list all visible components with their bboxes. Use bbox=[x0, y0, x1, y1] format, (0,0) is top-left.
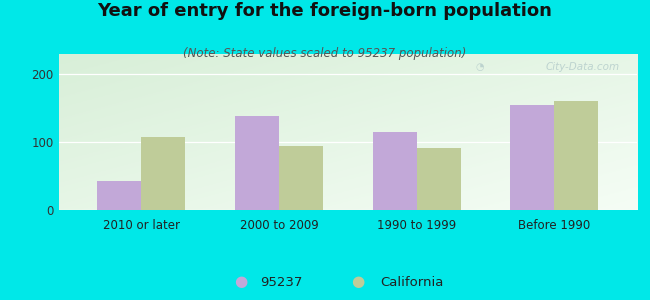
Text: (Note: State values scaled to 95237 population): (Note: State values scaled to 95237 popu… bbox=[183, 46, 467, 59]
Text: 1990 to 1999: 1990 to 1999 bbox=[377, 219, 456, 232]
Text: ●: ● bbox=[234, 274, 247, 290]
Text: California: California bbox=[380, 275, 443, 289]
Text: ●: ● bbox=[351, 274, 364, 290]
Bar bbox=[279, 146, 323, 210]
Bar bbox=[235, 116, 279, 210]
Bar bbox=[141, 137, 185, 210]
Bar bbox=[554, 101, 599, 210]
Bar bbox=[97, 181, 141, 210]
Text: 2000 to 2009: 2000 to 2009 bbox=[239, 219, 318, 232]
Bar bbox=[417, 148, 461, 210]
Text: 2010 or later: 2010 or later bbox=[103, 219, 179, 232]
Text: ◔: ◔ bbox=[475, 62, 484, 72]
Text: City-Data.com: City-Data.com bbox=[545, 62, 619, 72]
Bar bbox=[510, 105, 554, 210]
Text: 95237: 95237 bbox=[260, 275, 302, 289]
Bar bbox=[372, 132, 417, 210]
Text: Year of entry for the foreign-born population: Year of entry for the foreign-born popul… bbox=[98, 2, 552, 20]
Text: Before 1990: Before 1990 bbox=[518, 219, 590, 232]
